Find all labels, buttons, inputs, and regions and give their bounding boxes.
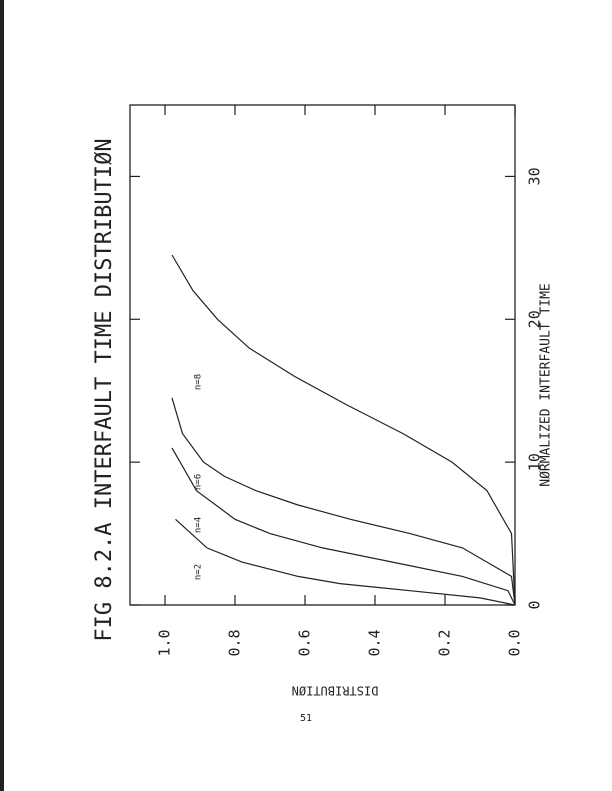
x-tick-label: 30	[526, 167, 544, 185]
scan-edge	[0, 0, 4, 791]
x-tick-label: 10	[526, 453, 544, 471]
y-tick-label: 0.6	[296, 629, 314, 656]
y-tick-label: 0.4	[366, 629, 384, 656]
x-axis-label: NØRMALIZED INTERFAULT TIME	[539, 283, 554, 487]
curve	[171, 447, 516, 606]
y-tick-label: 0.8	[226, 629, 244, 656]
curve-label: n=2	[194, 564, 204, 580]
curve	[175, 518, 516, 606]
curve-label: n=8	[194, 374, 204, 390]
x-tick-label: 0	[526, 600, 544, 609]
page-number: 51	[300, 713, 312, 724]
curve	[171, 254, 516, 606]
curve-label: n=6	[194, 474, 204, 490]
y-tick-label: 0.2	[436, 629, 454, 656]
x-tick-label: 20	[526, 310, 544, 328]
y-axis-label: DISTRIBUTIØN	[292, 684, 379, 698]
chart-title: FIG 8.2.A INTERFAULT TIME DISTRIBUTIØN	[92, 138, 117, 641]
curve-label: n=4	[194, 517, 204, 533]
curve	[171, 397, 516, 606]
y-tick-label: 1.0	[156, 629, 174, 656]
plot-frame	[129, 104, 516, 606]
y-tick-label: 0.0	[506, 629, 524, 656]
